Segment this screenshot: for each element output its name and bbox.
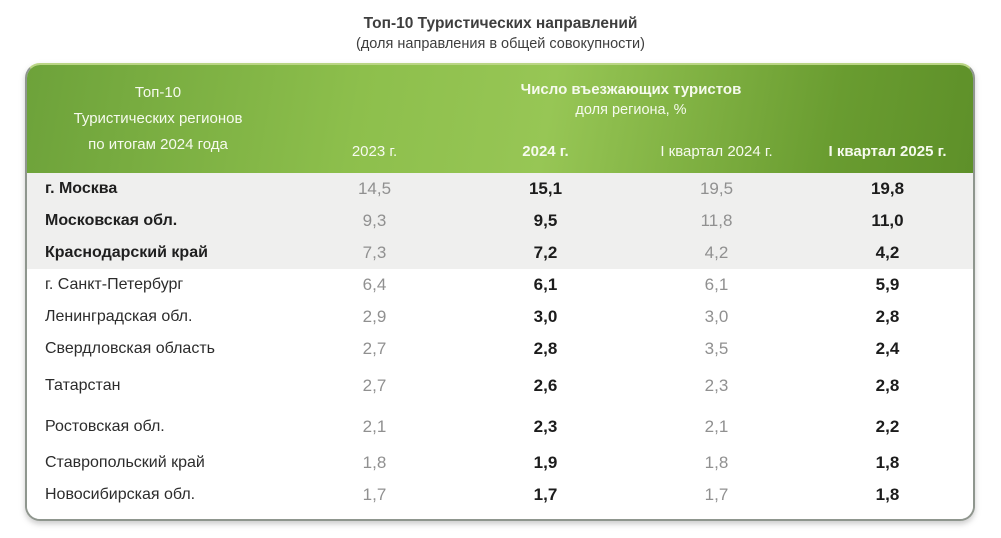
table-row: г. Москва 14,5 15,1 19,5 19,8	[27, 173, 973, 205]
table-row: Московская обл. 9,3 9,5 11,8 11,0	[27, 205, 973, 237]
table-row: Новосибирская обл. 1,7 1,7 1,7 1,8	[27, 479, 973, 511]
region-cell: г. Санкт-Петербург	[45, 276, 184, 293]
value-q1-2024: 11,8	[700, 211, 733, 230]
value-q1-2025: 19,8	[870, 179, 905, 198]
value-q1-2024: 3,0	[704, 307, 729, 326]
value-2024: 3,0	[533, 307, 558, 326]
table-header: Топ-10 Туристических регионов по итогам …	[27, 65, 973, 173]
value-q1-2025: 2,8	[875, 375, 900, 395]
value-q1-2024: 1,8	[704, 453, 729, 472]
value-q1-2024: 1,7	[704, 485, 729, 504]
table-row: Свердловская область 2,7 2,8 3,5 2,4	[27, 333, 973, 365]
value-q1-2025: 11,0	[871, 211, 904, 230]
value-2024: 6,1	[533, 275, 558, 294]
group-header: Число въезжающих туристов доля региона, …	[289, 65, 973, 143]
region-cell: Свердловская область	[45, 340, 215, 357]
tourism-table: Топ-10 Туристических регионов по итогам …	[25, 63, 975, 521]
value-q1-2025: 2,2	[875, 416, 900, 436]
value-q1-2024: 2,1	[704, 416, 729, 436]
page-title: Топ-10 Туристических направлений	[363, 15, 638, 32]
value-2023: 14,5	[357, 179, 392, 198]
value-q1-2024: 3,5	[704, 339, 729, 358]
value-2023: 9,3	[362, 211, 387, 230]
table-row: Краснодарский край 7,3 7,2 4,2 4,2	[27, 237, 973, 269]
value-2023: 1,7	[362, 485, 387, 504]
table-row: Ставропольский край 1,8 1,9 1,8 1,8	[27, 447, 973, 479]
value-2024: 9,5	[533, 211, 558, 230]
value-q1-2025: 4,2	[875, 243, 900, 262]
column-header-2024: 2024 г.	[522, 143, 569, 160]
value-2024: 7,2	[533, 243, 558, 262]
value-q1-2024: 6,1	[704, 275, 729, 294]
table-row: г. Санкт-Петербург 6,4 6,1 6,1 5,9	[27, 269, 973, 301]
value-2023: 6,4	[362, 275, 387, 294]
value-q1-2024: 4,2	[704, 243, 729, 262]
value-2023: 2,7	[362, 375, 387, 395]
value-2024: 2,3	[533, 416, 558, 436]
value-2024: 15,1	[528, 179, 563, 198]
value-q1-2024: 19,5	[699, 179, 734, 198]
value-q1-2025: 1,8	[875, 453, 900, 472]
region-cell: г. Москва	[45, 180, 118, 197]
value-2023: 1,8	[362, 453, 387, 472]
region-cell: Московская обл.	[45, 212, 178, 229]
value-2024: 1,9	[533, 453, 558, 472]
region-cell: Ленинградская обл.	[45, 308, 193, 325]
value-2024: 2,6	[533, 375, 558, 395]
region-cell: Краснодарский край	[45, 244, 208, 261]
value-q1-2024: 2,3	[704, 375, 729, 395]
table-row: Татарстан 2,7 2,6 2,3 2,8	[27, 365, 973, 406]
value-2023: 2,1	[362, 416, 387, 436]
column-header-q1-2024: I квартал 2024 г.	[660, 143, 773, 160]
value-q1-2025: 2,4	[875, 339, 900, 358]
table-body: г. Москва 14,5 15,1 19,5 19,8 Московская…	[27, 173, 973, 519]
group-header-subtitle: доля региона, %	[575, 102, 687, 118]
column-header-q1-2025: I квартал 2025 г.	[828, 143, 947, 160]
value-2024: 1,7	[533, 485, 558, 504]
region-cell: Новосибирская обл.	[45, 486, 196, 503]
value-2023: 2,7	[362, 339, 387, 358]
group-header-title: Число въезжающих туристов	[520, 81, 742, 98]
value-2024: 2,8	[533, 339, 558, 358]
page-subtitle: (доля направления в общей совокупности)	[356, 36, 645, 52]
value-2023: 7,3	[362, 243, 387, 262]
value-q1-2025: 1,8	[875, 485, 900, 504]
value-q1-2025: 2,8	[875, 307, 900, 326]
column-header-2023: 2023 г.	[351, 143, 398, 160]
value-q1-2025: 5,9	[875, 275, 900, 294]
table-row: Ленинградская обл. 2,9 3,0 3,0 2,8	[27, 301, 973, 333]
region-cell: Ростовская обл.	[45, 417, 165, 435]
value-2023: 2,9	[362, 307, 387, 326]
region-cell: Татарстан	[45, 376, 121, 394]
region-column-header: Топ-10 Туристических регионов по итогам …	[73, 84, 243, 153]
title-block: Топ-10 Туристических направлений (доля н…	[0, 0, 1001, 63]
table-row: Ростовская обл. 2,1 2,3 2,1 2,2	[27, 406, 973, 447]
region-cell: Ставропольский край	[45, 454, 205, 471]
